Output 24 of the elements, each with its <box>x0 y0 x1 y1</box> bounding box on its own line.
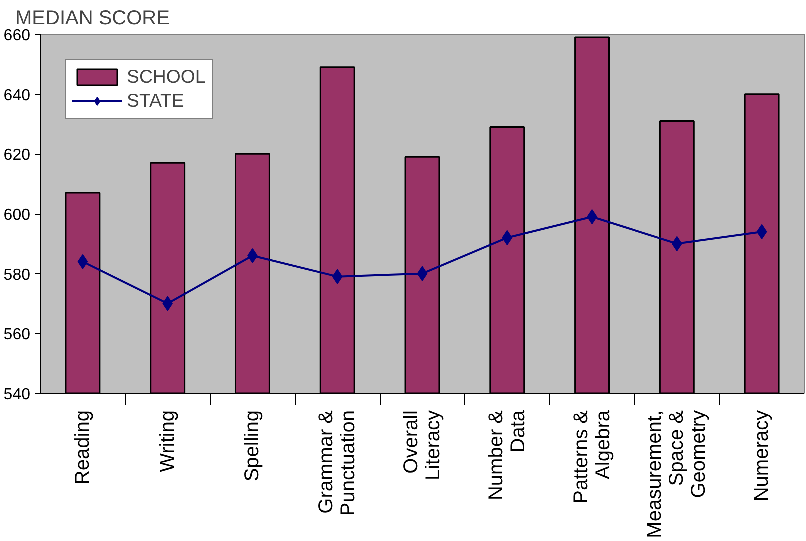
x-tick-label: Grammar & Punctuation <box>316 410 360 516</box>
x-tick-label: Patterns & Algebra <box>570 410 614 504</box>
legend-label: SCHOOL <box>127 66 206 88</box>
point <box>502 230 513 246</box>
point <box>756 224 768 240</box>
y-tick-label: 540 <box>4 386 31 404</box>
y-tick-label: 560 <box>4 326 31 344</box>
x-tick-label: Reading <box>72 410 94 485</box>
point <box>332 269 343 284</box>
y-tick-label: 640 <box>4 87 31 104</box>
x-tick-label: Writing <box>156 410 179 472</box>
y-axis-title: MEDIAN SCORE <box>16 8 170 30</box>
x-tick-label: Number & Data <box>485 410 530 501</box>
x-tick-label: Overall Literacy <box>400 410 444 481</box>
y-tick-label: 620 <box>4 147 31 164</box>
y-tick-label: 600 <box>4 207 31 224</box>
y-tick-label: 580 <box>4 266 31 284</box>
y-tick-label: 660 <box>4 28 31 44</box>
point <box>78 254 88 270</box>
x-tick-label: Numeracy <box>751 410 774 502</box>
x-tick-label: Spelling <box>242 410 264 482</box>
legend-label: STATE <box>127 90 184 112</box>
x-tick-label: Measurement, Space & Geometry <box>644 410 710 538</box>
point <box>417 266 428 282</box>
